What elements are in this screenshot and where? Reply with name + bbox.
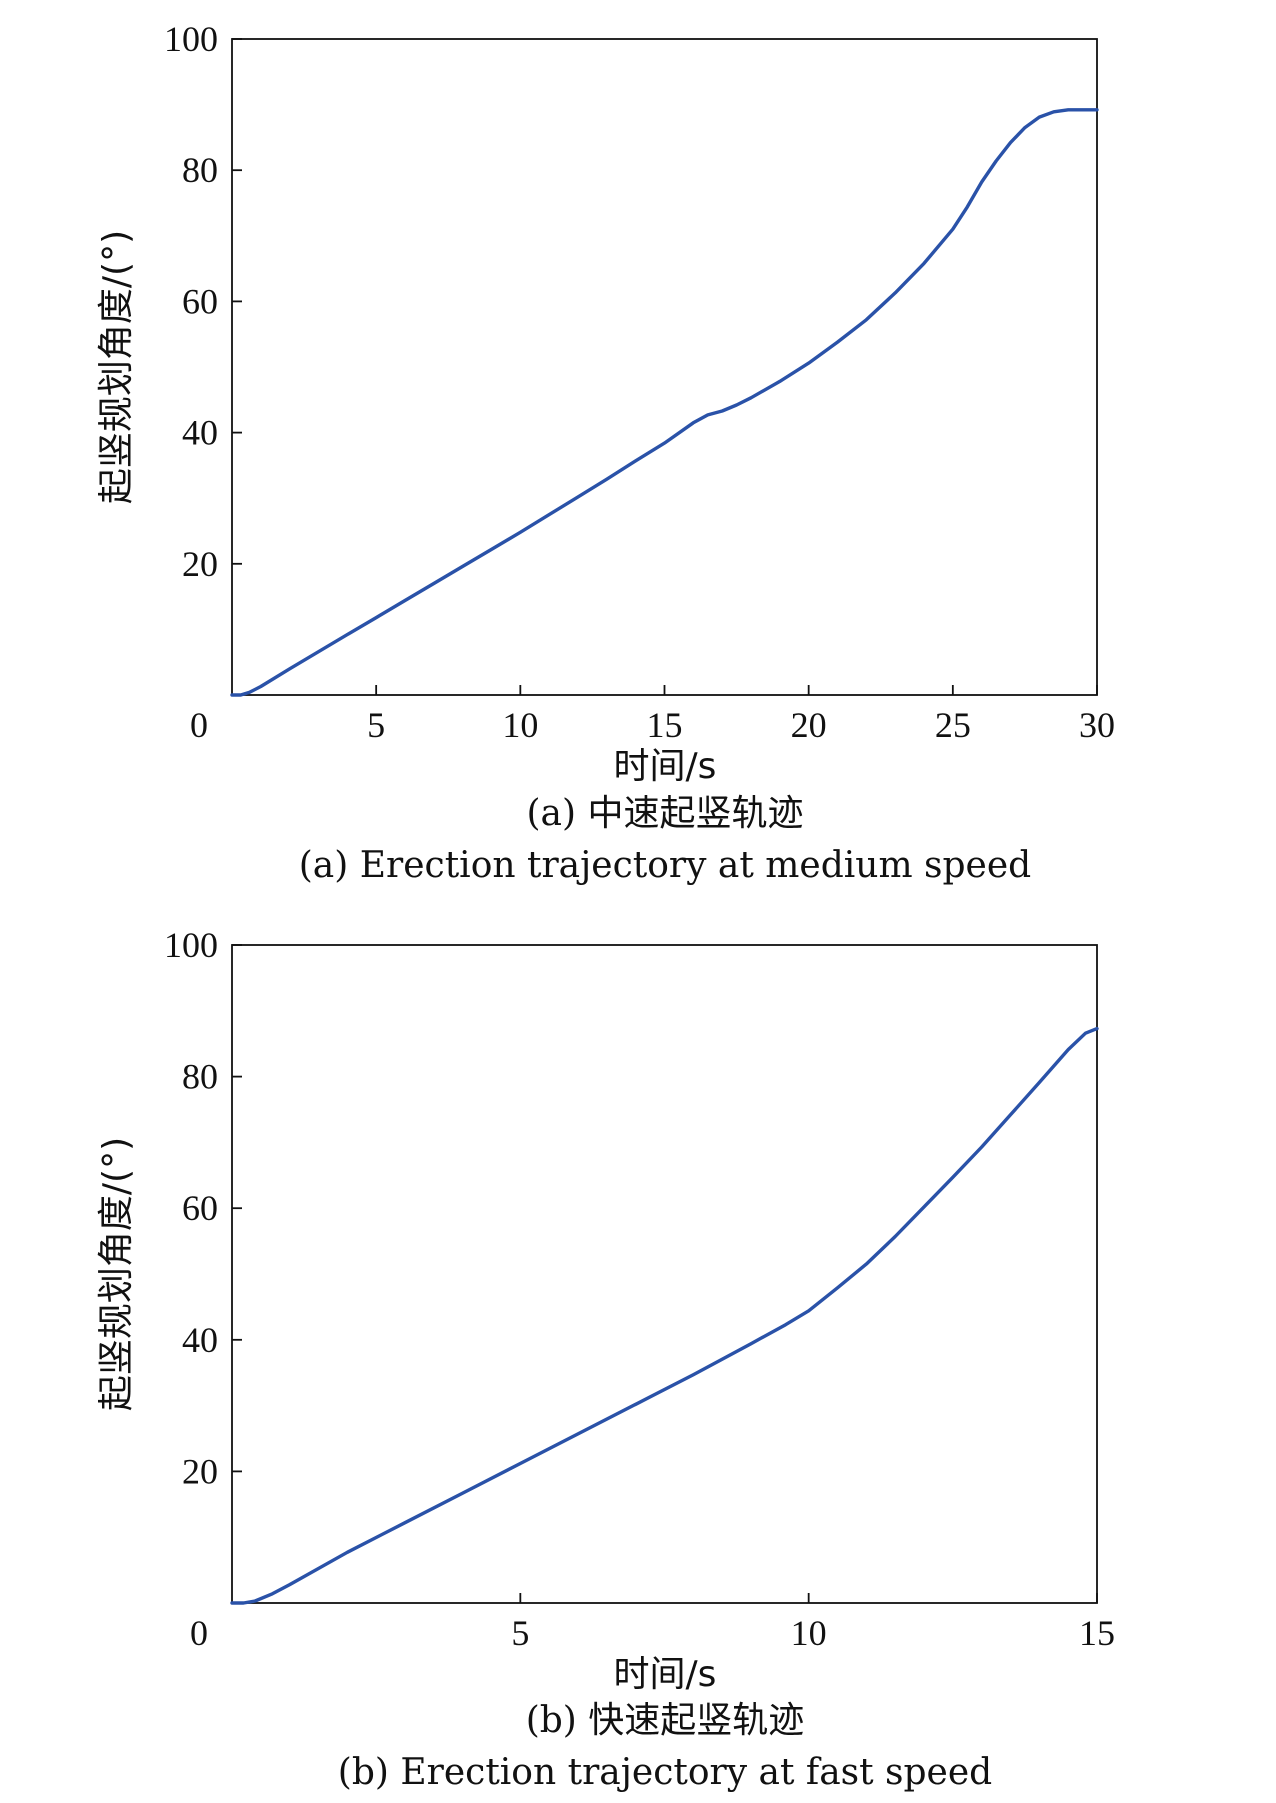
x-tick-label: 20 bbox=[791, 705, 827, 745]
x-tick-label: 25 bbox=[935, 705, 971, 745]
trajectory-line bbox=[230, 1026, 1099, 1605]
caption-english: (a) Erection trajectory at medium speed bbox=[299, 845, 1031, 886]
y-tick-label: 80 bbox=[182, 1057, 218, 1097]
x-tick-label: 15 bbox=[647, 705, 683, 745]
y-tick-label: 20 bbox=[182, 544, 218, 584]
origin-tick-label: 0 bbox=[190, 705, 208, 745]
y-tick-label: 40 bbox=[182, 413, 218, 453]
y-tick-label: 100 bbox=[164, 19, 218, 59]
x-tick-label: 30 bbox=[1079, 705, 1115, 745]
y-tick-label: 40 bbox=[182, 1320, 218, 1360]
x-tick-label: 15 bbox=[1079, 1613, 1115, 1653]
x-tick-label: 5 bbox=[367, 705, 385, 745]
trajectory-line bbox=[230, 108, 1099, 697]
caption-chinese: (b) 快速起竖轨迹 bbox=[526, 1700, 805, 1741]
tick-marks bbox=[232, 38, 1098, 695]
chart-fast-speed: 5 10 15 20 40 60 80 100 0 时间/s 起竖规划角度/(°) (b) 快… bbox=[96, 925, 1115, 1793]
y-axis-label: 起竖规划角度/(°) bbox=[96, 1137, 137, 1411]
y-tick-label: 60 bbox=[182, 1188, 218, 1228]
x-tick-label: 5 bbox=[511, 1613, 529, 1653]
x-tick-label: 10 bbox=[791, 1613, 827, 1653]
plot-frame bbox=[231, 944, 1098, 1604]
x-tick-label: 10 bbox=[502, 705, 538, 745]
y-tick-label: 20 bbox=[182, 1451, 218, 1491]
y-tick-label: 60 bbox=[182, 281, 218, 321]
chart-medium-speed: 5 10 15 20 25 30 20 40 60 80 100 0 时间/s 起竖规划角度/(°)… bbox=[96, 19, 1115, 886]
origin-tick-label: 0 bbox=[190, 1613, 208, 1653]
caption-chinese: (a) 中速起竖轨迹 bbox=[527, 793, 804, 834]
y-tick-label: 80 bbox=[182, 150, 218, 190]
caption-english: (b) Erection trajectory at fast speed bbox=[338, 1752, 992, 1793]
y-tick-label: 100 bbox=[164, 925, 218, 965]
tick-labels: 5 10 15 20 40 60 80 100 bbox=[164, 925, 1115, 1653]
y-axis-label: 起竖规划角度/(°) bbox=[96, 230, 137, 504]
x-axis-label: 时间/s bbox=[614, 1654, 717, 1695]
tick-marks bbox=[232, 944, 1098, 1603]
x-axis-label: 时间/s bbox=[614, 746, 717, 787]
tick-labels: 5 10 15 20 25 30 20 40 60 80 100 bbox=[164, 19, 1115, 745]
